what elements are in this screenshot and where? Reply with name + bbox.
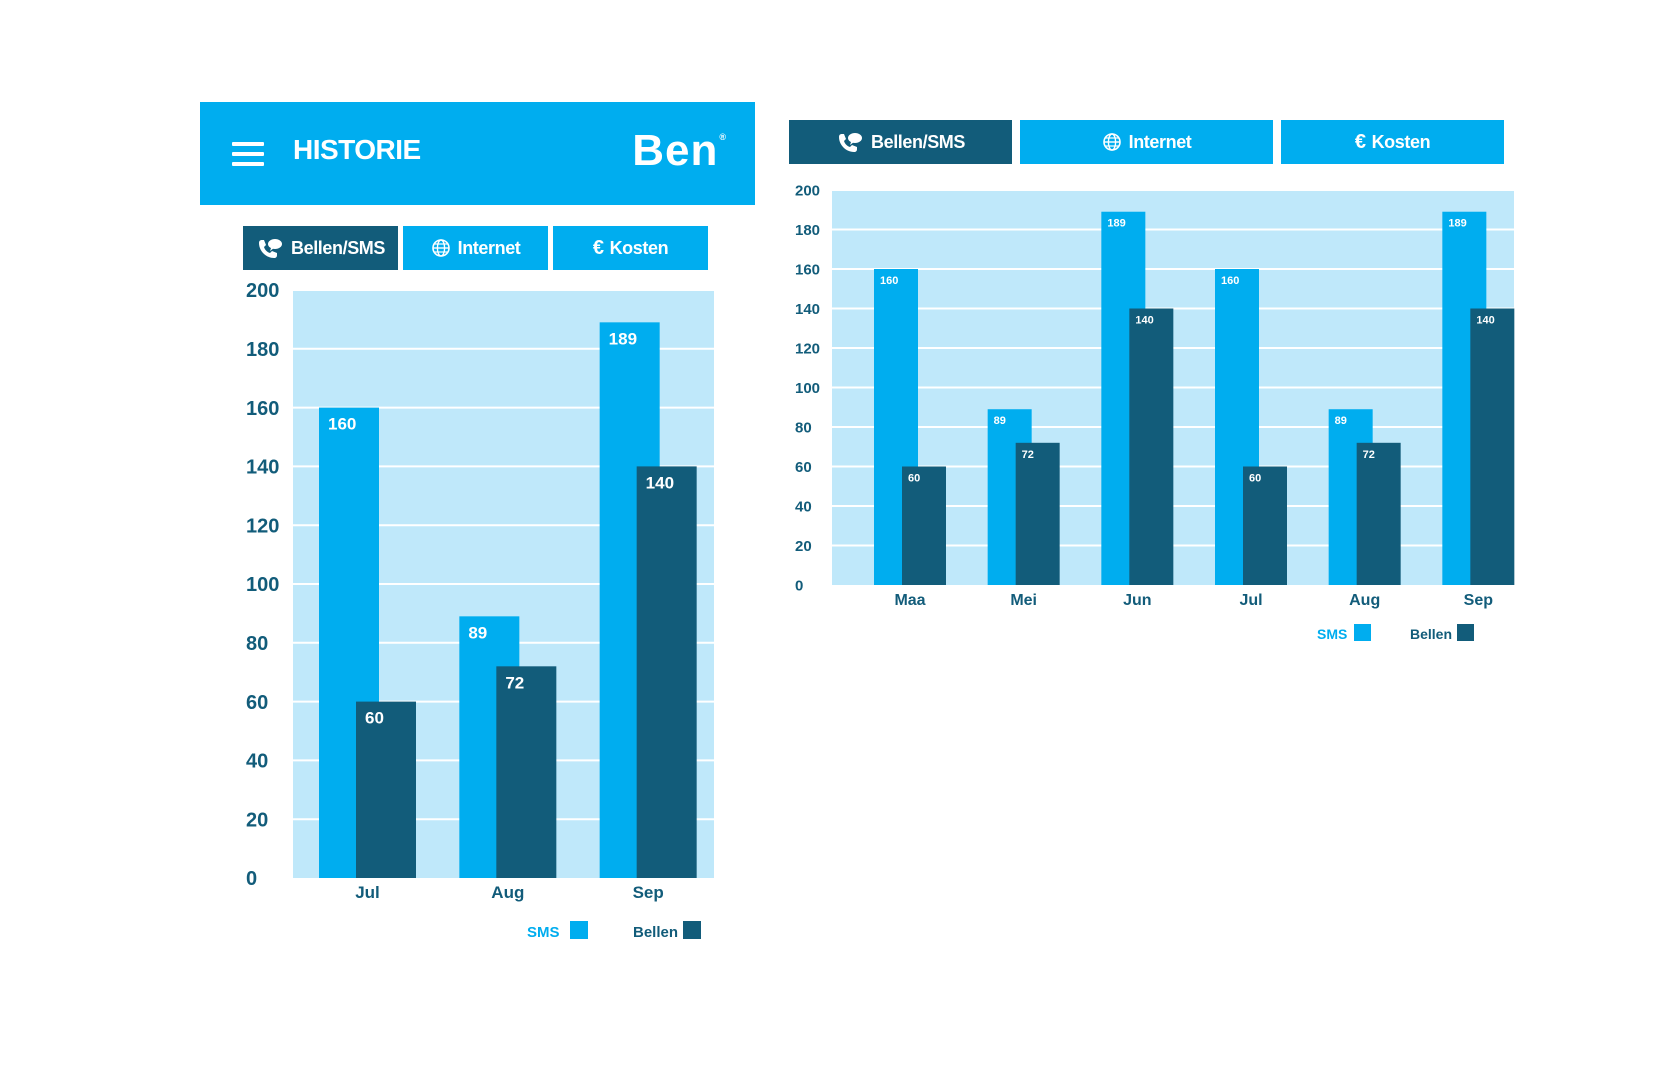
bar-bellen (1129, 308, 1174, 585)
globe-icon (1102, 133, 1121, 151)
plot-area (832, 190, 1514, 585)
x-tick-label: Sep (1464, 592, 1494, 609)
bar-bellen (1470, 308, 1515, 585)
y-tick-label: 180 (246, 339, 279, 361)
legend-swatch-sms (570, 921, 588, 939)
bar-sms (1101, 211, 1146, 585)
tab-internet[interactable]: Internet (403, 226, 548, 270)
tab-label: Bellen/SMS (290, 237, 386, 258)
tab-internet[interactable]: Internet (1020, 120, 1273, 164)
y-tick-label: 80 (795, 419, 812, 436)
bar-sms (874, 269, 918, 585)
data-label: 89 (468, 623, 487, 642)
bar-sms (319, 407, 379, 878)
y-tick-label: 80 (246, 633, 268, 655)
bar-sms (1215, 269, 1259, 585)
brand-logo: Ben® (632, 126, 727, 175)
tab-bellen-sms[interactable]: Bellen/SMS (789, 120, 1012, 164)
y-tick-label: 160 (795, 261, 820, 278)
bar-bellen (1243, 466, 1287, 585)
y-tick-label: 60 (795, 459, 812, 476)
x-tick-label: Jul (355, 883, 380, 902)
bar-bellen (356, 701, 416, 878)
tab-bellen-sms[interactable]: Bellen/SMS (243, 226, 398, 270)
y-tick-label: 160 (246, 398, 279, 420)
phone-chat-icon (258, 239, 282, 258)
data-label: 189 (609, 329, 637, 348)
x-tick-label: Aug (1349, 592, 1380, 609)
y-tick-label: 40 (795, 498, 812, 515)
bar-bellen (1356, 442, 1401, 585)
y-tick-label: 200 (795, 182, 820, 199)
tab-kosten[interactable]: € Kosten (553, 226, 708, 270)
data-label: 60 (908, 473, 920, 485)
y-tick-label: 200 (246, 280, 279, 302)
bar-bellen (1015, 442, 1060, 585)
legend-label-sms: SMS (1317, 626, 1347, 642)
data-label: 189 (1107, 218, 1125, 230)
tab-label: Bellen/SMS (870, 131, 966, 152)
data-label: 189 (1448, 218, 1466, 230)
legend-label-sms: SMS (527, 924, 560, 941)
app-header: HISTORIE Ben® (200, 102, 755, 205)
data-label: 160 (880, 275, 898, 287)
globe-icon (431, 239, 450, 257)
page-title: HISTORIE (293, 134, 421, 165)
data-label: 89 (994, 415, 1006, 427)
y-tick-label: 180 (795, 222, 820, 239)
y-tick-label: 120 (246, 515, 279, 537)
tab-label: Kosten (609, 237, 669, 258)
legend-swatch-bellen (683, 921, 701, 939)
data-label: 60 (365, 709, 384, 728)
bar-sms (459, 616, 520, 878)
legend-swatch-sms (1354, 624, 1371, 641)
tab-kosten[interactable]: € Kosten (1281, 120, 1504, 164)
data-label: 140 (646, 473, 674, 492)
y-tick-label: 20 (246, 809, 268, 831)
bar-bellen (902, 466, 946, 585)
y-tick-label: 40 (246, 751, 268, 773)
y-tick-label: 100 (795, 380, 820, 397)
y-tick-label: 120 (795, 340, 820, 357)
data-label: 60 (1249, 473, 1261, 485)
bar-sms (1328, 409, 1373, 585)
euro-icon: € (592, 236, 604, 259)
data-label: 160 (1221, 275, 1239, 287)
data-label: 72 (505, 673, 524, 692)
y-tick-label: 140 (795, 301, 820, 318)
euro-icon: € (1354, 130, 1366, 153)
bar-bellen (636, 466, 697, 878)
menu-icon[interactable] (232, 142, 264, 166)
data-label: 140 (1476, 315, 1494, 327)
bar-sms (987, 409, 1032, 585)
data-label: 72 (1022, 449, 1034, 461)
x-tick-label: Mei (1010, 592, 1037, 609)
tab-label: Internet (1128, 131, 1192, 152)
legend-swatch-bellen (1457, 624, 1474, 641)
y-tick-label: 100 (246, 574, 279, 596)
x-tick-label: Jul (1239, 592, 1262, 609)
data-label: 89 (1335, 415, 1347, 427)
y-tick-label: 140 (246, 457, 279, 479)
data-label: 140 (1135, 315, 1153, 327)
tab-label: Kosten (1371, 131, 1431, 152)
x-tick-label: Maa (894, 592, 925, 609)
legend-label-bellen: Bellen (1410, 626, 1452, 642)
x-tick-label: Aug (491, 883, 524, 902)
bar-bellen (496, 666, 557, 878)
data-label: 160 (328, 415, 356, 434)
data-label: 72 (1363, 449, 1375, 461)
bar-sms (1442, 211, 1487, 585)
y-tick-label: 60 (246, 692, 268, 714)
phone-chat-icon (838, 133, 862, 152)
bar-sms (599, 322, 660, 879)
x-tick-label: Sep (633, 883, 664, 902)
tab-label: Internet (457, 237, 521, 258)
y-tick-label: 0 (795, 577, 803, 594)
y-tick-label: 20 (795, 538, 812, 555)
plot-area (293, 290, 714, 878)
y-tick-label: 0 (246, 868, 257, 890)
x-tick-label: Jun (1123, 592, 1151, 609)
legend-label-bellen: Bellen (633, 924, 678, 941)
